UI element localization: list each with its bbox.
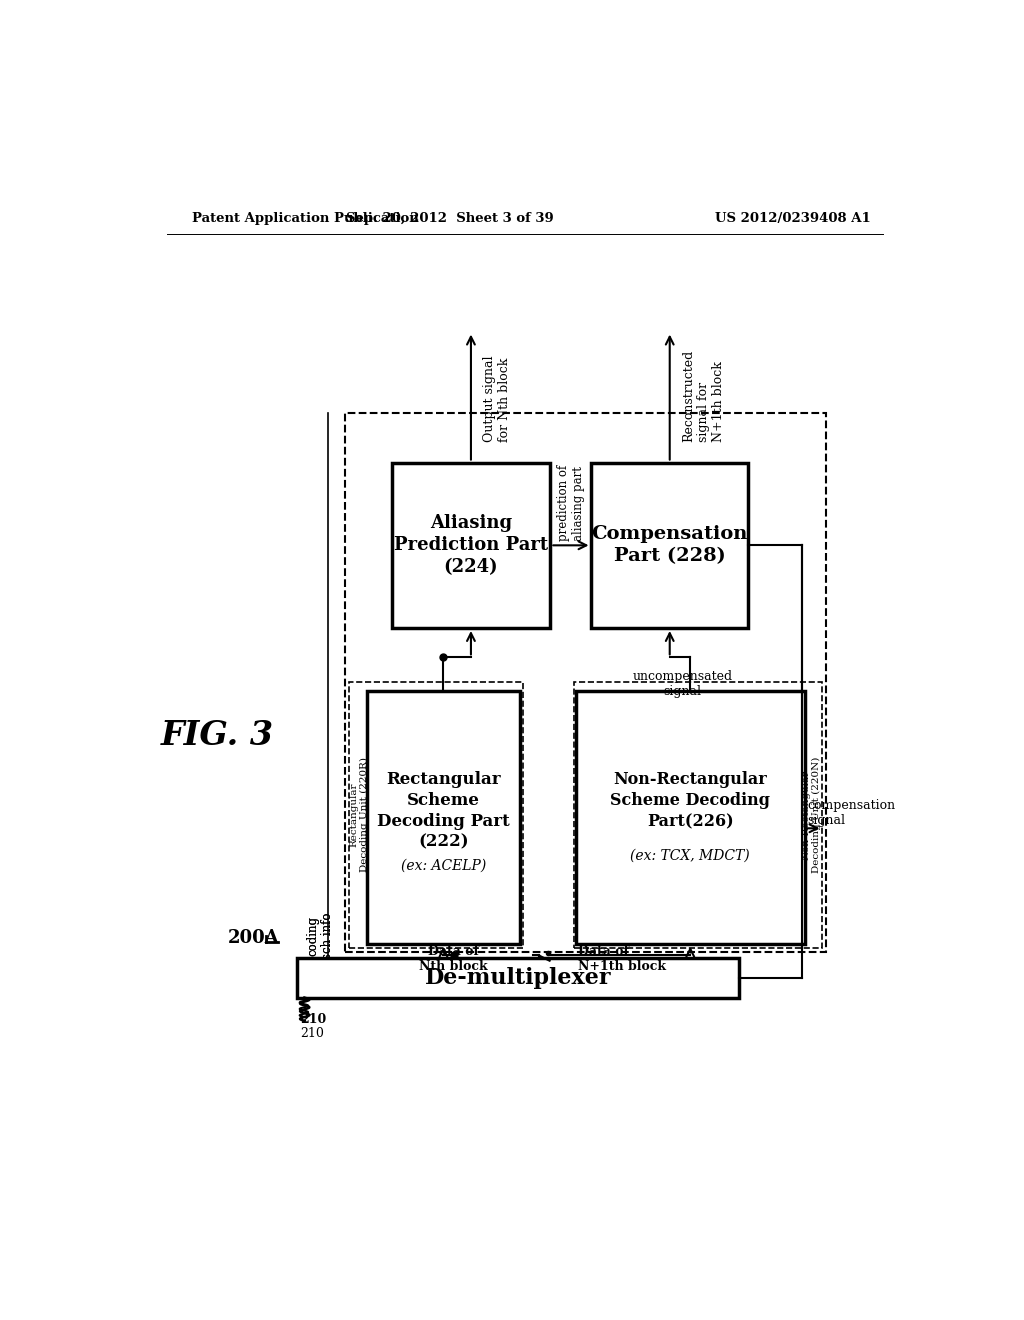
Text: Output signal
for Nth block: Output signal for Nth block xyxy=(483,355,511,442)
Text: Data of
N+1th block: Data of N+1th block xyxy=(578,945,666,973)
Bar xyxy=(349,682,523,948)
Text: Sep. 20, 2012  Sheet 3 of 39: Sep. 20, 2012 Sheet 3 of 39 xyxy=(346,213,554,224)
Text: Compensation
Part (228): Compensation Part (228) xyxy=(592,525,748,565)
Bar xyxy=(297,958,738,998)
Text: US 2012/0239408 A1: US 2012/0239408 A1 xyxy=(715,213,870,224)
Bar xyxy=(592,462,748,628)
Text: prediction of
aliasing part: prediction of aliasing part xyxy=(557,465,585,541)
Text: Patent Application Publication: Patent Application Publication xyxy=(191,213,418,224)
Text: 200A: 200A xyxy=(227,929,280,946)
Bar xyxy=(575,692,805,944)
Text: Rectangular
Scheme
Decoding Part: Rectangular Scheme Decoding Part xyxy=(377,771,510,830)
Bar xyxy=(345,413,825,952)
Text: Rectangular
Decoding Unit (220R): Rectangular Decoding Unit (220R) xyxy=(349,758,369,873)
Text: Data of
Nth block: Data of Nth block xyxy=(419,945,487,973)
Text: uncompensated
signal: uncompensated signal xyxy=(633,671,732,698)
Text: Aliasing
Prediction Part
(224): Aliasing Prediction Part (224) xyxy=(394,513,548,577)
Bar xyxy=(573,682,821,948)
Bar xyxy=(391,462,550,628)
Text: (ex: TCX, MDCT): (ex: TCX, MDCT) xyxy=(631,849,750,863)
Text: De-multiplexer: De-multiplexer xyxy=(425,966,611,989)
Text: 210: 210 xyxy=(300,1027,324,1040)
Text: FIG. 3: FIG. 3 xyxy=(161,719,273,752)
Text: coding
sch info: coding sch info xyxy=(306,913,334,960)
Text: coding
sch info: coding sch info xyxy=(306,913,334,960)
Text: compensation
signal: compensation signal xyxy=(807,799,895,826)
Text: Non-Rectangular
Scheme Decoding
Part(226): Non-Rectangular Scheme Decoding Part(226… xyxy=(610,771,770,830)
Text: Reconstructed
signal for
N+1th block: Reconstructed signal for N+1th block xyxy=(682,350,725,442)
Text: (ex: ACELP): (ex: ACELP) xyxy=(400,858,486,873)
Bar xyxy=(367,692,520,944)
Text: Non-Rectangular
Decoding Unit (220N): Non-Rectangular Decoding Unit (220N) xyxy=(802,756,821,873)
Text: 210: 210 xyxy=(300,1012,327,1026)
Text: (222): (222) xyxy=(418,834,469,850)
